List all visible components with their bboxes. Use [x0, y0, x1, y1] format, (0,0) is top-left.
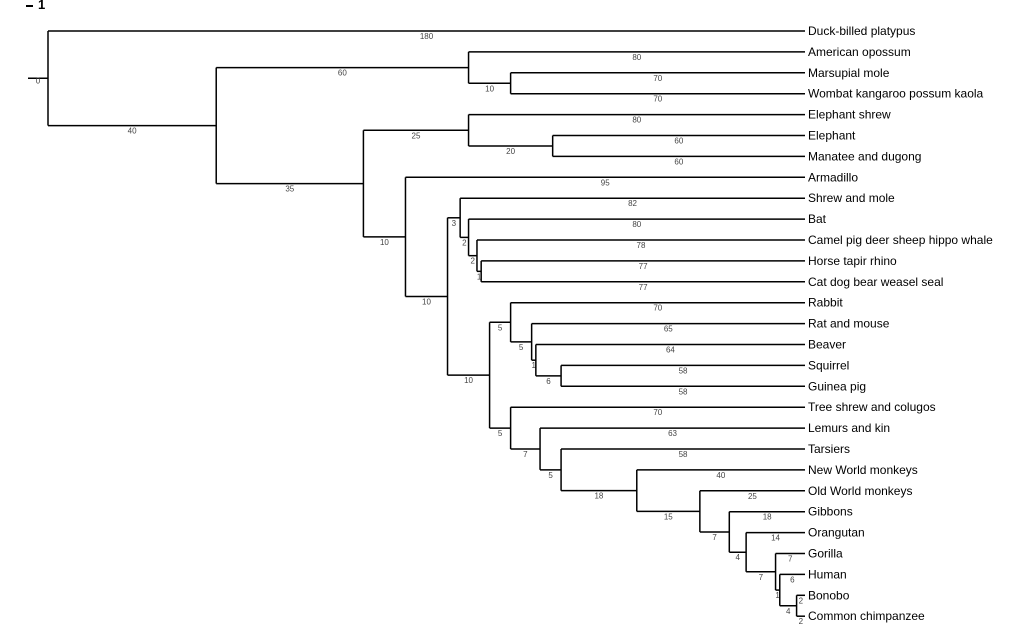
- branch-length-label: 95: [601, 178, 610, 187]
- branch-length-label: 63: [668, 429, 677, 438]
- tip-label: New World monkeys: [808, 463, 918, 477]
- branch-length-label: 7: [759, 573, 764, 582]
- branch-length-label: 18: [594, 492, 603, 501]
- branch-length-label: 60: [674, 137, 683, 146]
- tip-label: Squirrel: [808, 358, 849, 372]
- branch-length-label: 3: [452, 219, 457, 228]
- branch-length-label: 10: [485, 84, 494, 93]
- tip-label: Beaver: [808, 338, 846, 352]
- branch-length-label: 70: [653, 74, 662, 83]
- tip-label: Lemurs and kin: [808, 421, 890, 435]
- tip-label: Old World monkeys: [808, 484, 912, 498]
- branch-length-label: 58: [679, 366, 688, 375]
- tip-label: Elephant: [808, 129, 856, 143]
- branch-length-label: 80: [632, 53, 641, 62]
- branch-length-label: 58: [679, 387, 688, 396]
- branch-length-label: 70: [653, 304, 662, 313]
- branch-length-label: 2: [471, 257, 476, 266]
- branch-length-label: 1: [775, 591, 780, 600]
- tip-label: American opossum: [808, 45, 911, 59]
- branch-length-label: 2: [462, 238, 467, 247]
- branch-length-label: 7: [523, 450, 528, 459]
- branch-length-label: 6: [546, 377, 551, 386]
- branch-length-label: 64: [666, 346, 675, 355]
- branch-length-label: 10: [464, 376, 473, 385]
- tip-label: Gorilla: [808, 547, 843, 561]
- branch-length-label: 10: [422, 297, 431, 306]
- branch-length-label: 4: [735, 553, 740, 562]
- tip-label: Rabbit: [808, 296, 843, 310]
- branch-length-label: 20: [506, 147, 515, 156]
- tip-label: Wombat kangaroo possum kaola: [808, 87, 984, 101]
- tip-label: Tarsiers: [808, 442, 850, 456]
- branch-length-label: 0: [36, 76, 41, 85]
- branch-length-label: 70: [653, 95, 662, 104]
- tip-label: Rat and mouse: [808, 317, 890, 331]
- branch-length-label: 5: [548, 471, 553, 480]
- tip-label: Human: [808, 567, 847, 581]
- branch-length-label: 7: [712, 533, 717, 542]
- branch-length-label: 2: [799, 617, 804, 626]
- branch-length-label: 82: [628, 199, 637, 208]
- tip-label: Camel pig deer sheep hippo whale: [808, 233, 993, 247]
- branch-length-label: 77: [639, 262, 648, 271]
- branch-length-label: 65: [664, 325, 673, 334]
- tip-label: Horse tapir rhino: [808, 254, 897, 268]
- tip-label: Common chimpanzee: [808, 609, 925, 623]
- tip-label: Tree shrew and colugos: [808, 400, 936, 414]
- tip-label: Marsupial mole: [808, 66, 890, 80]
- tip-label: Manatee and dugong: [808, 149, 921, 163]
- branch-length-label: 14: [771, 534, 780, 543]
- tip-label: Elephant shrew: [808, 108, 891, 122]
- branch-length-label: 40: [128, 127, 137, 136]
- tip-label: Bat: [808, 212, 827, 226]
- branch-length-label: 25: [412, 131, 421, 140]
- tip-label: Duck-billed platypus: [808, 24, 915, 38]
- tip-label: Bonobo: [808, 588, 850, 602]
- branch-length-label: 1: [532, 361, 537, 370]
- scale-bar: [26, 5, 33, 7]
- branch-length-label: 80: [632, 116, 641, 125]
- branch-length-label: 78: [637, 241, 646, 250]
- tip-label: Guinea pig: [808, 379, 866, 393]
- branch-length-label: 40: [716, 471, 725, 480]
- branch-length-label: 10: [380, 238, 389, 247]
- scale-label: 1: [38, 0, 46, 12]
- branch-length-label: 1: [477, 272, 482, 281]
- tip-label: Gibbons: [808, 505, 853, 519]
- branch-length-label: 15: [664, 512, 673, 521]
- branch-length-label: 5: [498, 323, 503, 332]
- tip-label: Armadillo: [808, 170, 858, 184]
- branch-length-label: 18: [763, 513, 772, 522]
- branch-length-label: 5: [498, 429, 503, 438]
- branch-length-label: 5: [519, 343, 524, 352]
- branch-length-label: 2: [799, 596, 804, 605]
- branch-length-label: 77: [639, 283, 648, 292]
- branch-length-label: 7: [788, 555, 793, 564]
- tip-label: Cat dog bear weasel seal: [808, 275, 943, 289]
- branch-length-label: 70: [653, 408, 662, 417]
- branch-length-label: 6: [790, 575, 795, 584]
- branch-length-label: 25: [748, 492, 757, 501]
- branch-length-label: 4: [786, 607, 791, 616]
- branch-length-label: 35: [285, 185, 294, 194]
- tip-label: Orangutan: [808, 526, 865, 540]
- branch-length-label: 58: [679, 450, 688, 459]
- tip-label: Shrew and mole: [808, 191, 895, 205]
- branch-length-label: 60: [674, 157, 683, 166]
- branch-length-label: 80: [632, 220, 641, 229]
- branch-length-label: 60: [338, 69, 347, 78]
- branch-length-label: 180: [420, 32, 434, 41]
